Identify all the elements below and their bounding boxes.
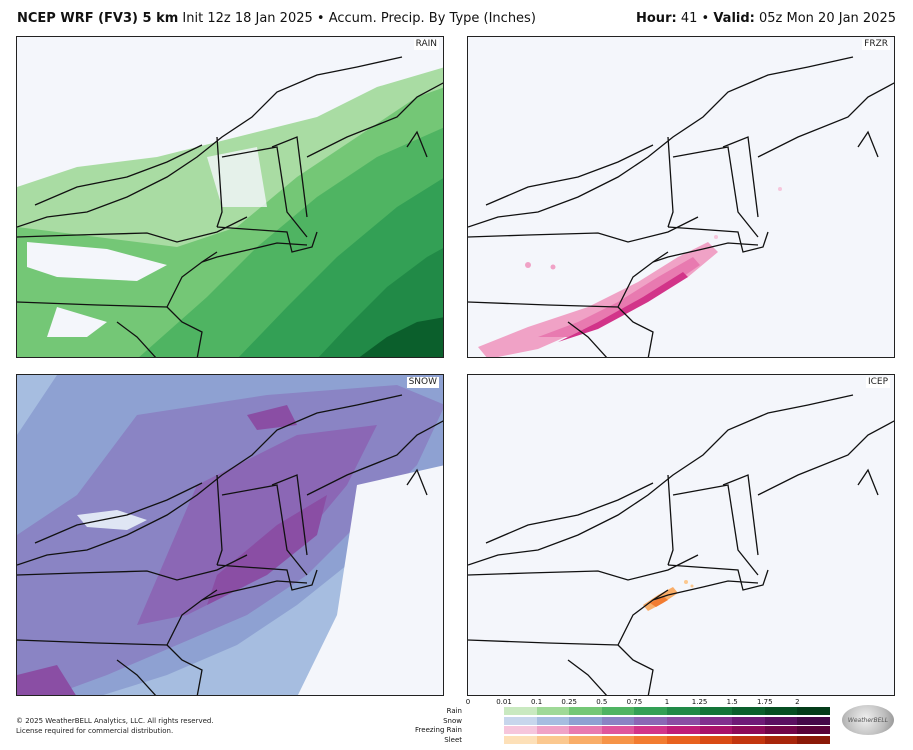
legend-row-label: Rain (446, 707, 462, 715)
snow-panel: SNOW (16, 374, 444, 696)
legend-tick: 0.1 (531, 698, 543, 706)
legend-swatch (569, 735, 602, 744)
valid-label: Valid: (713, 11, 755, 26)
frzr-panel-label: FRZR (862, 39, 890, 50)
icep-panel: ICEP (467, 374, 895, 696)
icep-shading (643, 580, 694, 611)
icep-map (468, 394, 894, 695)
rain-map (17, 56, 443, 357)
legend-color-bar (504, 716, 830, 725)
legend-swatch (797, 735, 830, 744)
icep-panel-label: ICEP (865, 377, 890, 388)
map-title: NCEP WRF (FV3) 5 km Init 12z 18 Jan 2025… (17, 11, 536, 26)
legend-swatch (764, 735, 798, 744)
legend-color-bar (504, 726, 830, 734)
legend-swatch (601, 716, 635, 725)
rain-shading (17, 67, 443, 357)
legend-swatch (699, 716, 733, 725)
legend-swatch (504, 707, 537, 715)
icep-boundaries (468, 394, 894, 695)
legend-swatch (634, 707, 667, 715)
legend-swatch (569, 726, 602, 734)
valid-info: Hour: 41 • Valid: 05z Mon 20 Jan 2025 (636, 11, 896, 26)
legend-swatch (666, 716, 700, 725)
frzr-boundaries (468, 56, 894, 357)
legend-swatch (601, 707, 635, 715)
legend-ticks: 0 0.01 0.1 0.25 0.5 0.75 1 1.25 1.5 1.75 2 (465, 698, 838, 706)
legend-swatch (536, 716, 570, 725)
copyright-text: © 2025 WeatherBELL Analytics, LLC. All r… (16, 717, 214, 725)
legend-color-bar (504, 707, 830, 715)
legend-swatch (732, 726, 765, 734)
legend-tick: 0.01 (496, 698, 512, 706)
rain-panel: RAIN (16, 36, 444, 358)
legend-swatch (797, 707, 830, 715)
legend-swatch (732, 735, 765, 744)
legend-swatch (569, 707, 602, 715)
legend-swatch (504, 726, 537, 734)
legend-swatch (732, 716, 765, 725)
legend-swatch (699, 707, 733, 715)
legend-swatch (536, 726, 570, 734)
weatherbell-logo: WeatherBELL (842, 705, 894, 735)
legend-swatch (601, 726, 635, 734)
legend-tick: 2 (795, 698, 800, 706)
legend-tick: 0.25 (561, 698, 577, 706)
frzr-panel: FRZR (467, 36, 895, 358)
legend-swatch (569, 716, 602, 725)
map-header: NCEP WRF (FV3) 5 km Init 12z 18 Jan 2025… (0, 0, 913, 30)
legend-row-label: Freezing Rain (415, 726, 462, 734)
legend-tick: 1.5 (726, 698, 738, 706)
legend-swatch (764, 707, 798, 715)
init-time: Init 12z 18 Jan 2025 (182, 11, 313, 26)
legend-swatch (764, 716, 798, 725)
legend-swatch (797, 726, 830, 734)
legend-swatch (666, 726, 700, 734)
legend-swatch (699, 735, 733, 744)
rain-boundaries (17, 56, 443, 357)
legend-tick: 0 (465, 698, 471, 706)
frzr-map (468, 56, 894, 357)
legend-swatch (666, 707, 700, 715)
precip-legend: 0 0.01 0.1 0.25 0.5 0.75 1 1.25 1.5 1.75 2 Rain Sno… (415, 698, 840, 746)
legend-row-label: Snow (443, 716, 462, 725)
legend-swatch (732, 707, 765, 715)
snow-boundaries (17, 394, 443, 695)
legend-swatch (504, 716, 537, 725)
legend-swatch (536, 707, 570, 715)
rain-panel-label: RAIN (413, 39, 439, 50)
legend-tick: 0.5 (596, 698, 608, 706)
model-name: NCEP WRF (FV3) 5 km (17, 11, 179, 26)
legend-swatch (634, 735, 667, 744)
legend-swatch (666, 735, 700, 744)
frzr-shading (478, 187, 782, 357)
snow-shading (17, 375, 443, 695)
title-separator: • (316, 11, 325, 26)
legend-swatch (699, 726, 733, 734)
snow-panel-label: SNOW (406, 377, 439, 388)
hour-label: Hour: (636, 11, 677, 26)
legend-row-label: Sleet (444, 735, 462, 744)
legend-color-bar (504, 735, 830, 744)
legend-swatch (634, 716, 667, 725)
legend-tick: 1.25 (691, 698, 708, 706)
legend-tick: 0.75 (626, 698, 643, 706)
license-text: License required for commercial distribu… (16, 727, 174, 735)
legend-swatch (601, 735, 635, 744)
hour-value: 41 (680, 11, 698, 26)
legend-swatch (504, 735, 537, 744)
legend-swatch (536, 735, 570, 744)
snow-map (17, 375, 443, 695)
legend-tick: 1 (664, 698, 670, 706)
legend-swatch (764, 726, 798, 734)
legend-swatch (634, 726, 667, 734)
valid-value: 05z Mon 20 Jan 2025 (759, 11, 896, 26)
legend-tick: 1.75 (757, 698, 773, 706)
legend-swatch (797, 716, 830, 725)
product-name: Accum. Precip. By Type (Inches) (328, 11, 536, 26)
